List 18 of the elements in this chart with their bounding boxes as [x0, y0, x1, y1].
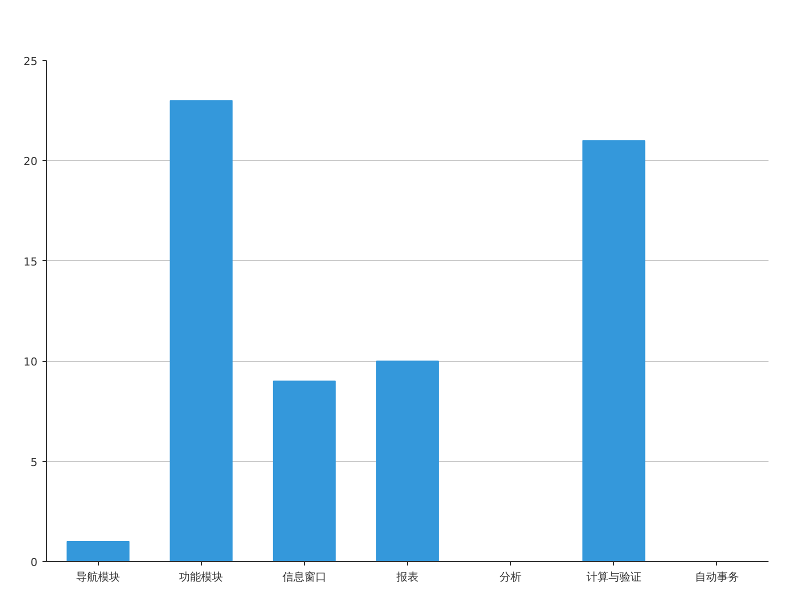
bar — [376, 360, 439, 562]
x-tick-label: 导航模块 — [76, 570, 120, 584]
y-tick-label: 0 — [30, 556, 38, 569]
bar — [66, 540, 130, 562]
y-tick-label: 25 — [24, 55, 38, 68]
y-tick-label: 10 — [24, 356, 38, 369]
bar — [272, 380, 336, 562]
y-tick-label: 20 — [24, 155, 38, 168]
y-tick-label: 15 — [24, 255, 38, 268]
x-tick-label: 功能模块 — [179, 570, 224, 584]
y-tick-label: 5 — [30, 456, 38, 469]
x-tick-label: 分析 — [500, 570, 522, 584]
x-tick-label: 信息窗口 — [282, 570, 326, 584]
x-tick-label: 报表 — [396, 570, 418, 584]
x-tick-label: 计算与验证 — [586, 570, 642, 584]
bar — [582, 140, 646, 562]
x-tick-label: 自动事务 — [694, 570, 739, 584]
bar — [170, 100, 233, 562]
